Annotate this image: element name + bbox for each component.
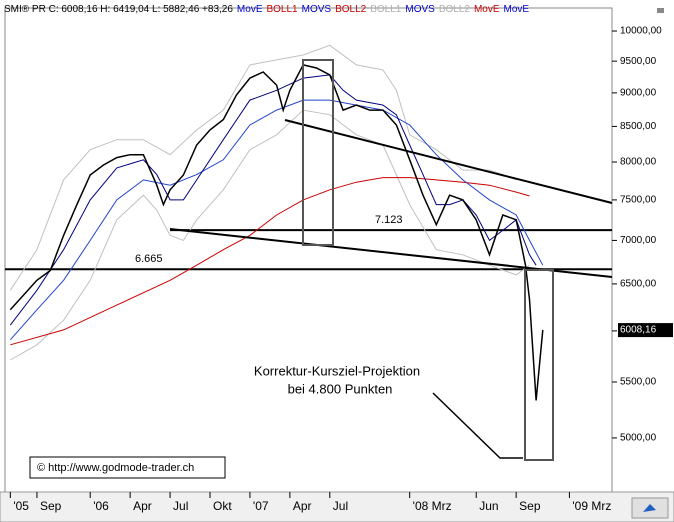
y-tick-label: 10000,00: [620, 26, 662, 37]
series-line: [10, 109, 530, 361]
series-line: [9, 74, 537, 326]
annotation: bei 4.800 Punkten: [288, 381, 393, 396]
drawings: [169, 59, 613, 461]
header: SMI® PR C: 6008,16 H: 6419,04 L: 5882,46…: [4, 4, 529, 15]
y-tick-label: 7500,00: [620, 195, 657, 206]
y-tick-label: 8000,00: [620, 157, 657, 168]
x-tick-label: Jul: [173, 499, 188, 513]
annotation: Korrektur-Kursziel-Projektion: [254, 363, 420, 378]
x-tick-label: Jul: [333, 499, 348, 513]
series-line: [9, 64, 544, 401]
series-line: [9, 44, 517, 291]
legend-entry: BOLL2: [439, 4, 471, 15]
x-tick-label: Jun: [479, 499, 498, 513]
plot: 7.123 6.665: [5, 44, 612, 401]
x-tick-label: '05: [13, 499, 29, 513]
x-tick-label: Apr: [133, 499, 152, 513]
y-tick-label: 9500,00: [620, 56, 657, 67]
y-tick-label: 5500,00: [620, 377, 657, 388]
header-text: SMI® PR C: 6008,16 H: 6419,04 L: 5882,46…: [4, 4, 233, 15]
x-tick-label: '07: [253, 499, 269, 513]
annotation-pointer: [432, 392, 523, 459]
legend-entry: MovE: [474, 4, 500, 15]
x-axis-bar: [0, 491, 674, 522]
legend-entry: MovE: [237, 4, 263, 15]
tool-icon: [643, 504, 656, 512]
series-line: [9, 99, 544, 341]
y-tick-label: 8500,00: [620, 121, 657, 132]
level-label: 7.123: [375, 214, 403, 226]
y-tick-label: 7000,00: [620, 235, 657, 246]
x-tick-label: '09 Mrz: [572, 499, 611, 513]
projection-box: [302, 59, 334, 246]
legend-entry: MOVS: [302, 4, 332, 15]
copyright: © http://www.godmode-trader.ch: [37, 462, 194, 474]
x-tick-label: Sep: [40, 499, 62, 513]
x-tick-label: Apr: [293, 499, 312, 513]
y-tick-label: 9000,00: [620, 88, 657, 99]
copyright-box: [29, 456, 226, 479]
trend-line: [284, 119, 613, 204]
legend-entry: BOLL1: [266, 4, 298, 15]
projection-box: [524, 269, 554, 461]
last-price-box: [618, 323, 673, 338]
last-price-label: 6008,16: [620, 325, 657, 336]
y-tick-label: 6500,00: [620, 279, 657, 290]
x-tick-label: Okt: [213, 499, 232, 513]
legend-entry: BOLL1: [370, 4, 402, 15]
legend-entry: BOLL2: [335, 4, 367, 15]
level-label: 6.665: [135, 253, 163, 265]
legend-entry: MOVS: [405, 4, 435, 15]
corner-icon: [657, 8, 664, 13]
legend-entry: MovE: [504, 4, 530, 15]
x-tick-label: '08 Mrz: [413, 499, 452, 513]
x-tick-label: Sep: [519, 499, 541, 513]
x-tick-label: '06: [93, 499, 109, 513]
y-tick-label: 5000,00: [620, 433, 657, 444]
